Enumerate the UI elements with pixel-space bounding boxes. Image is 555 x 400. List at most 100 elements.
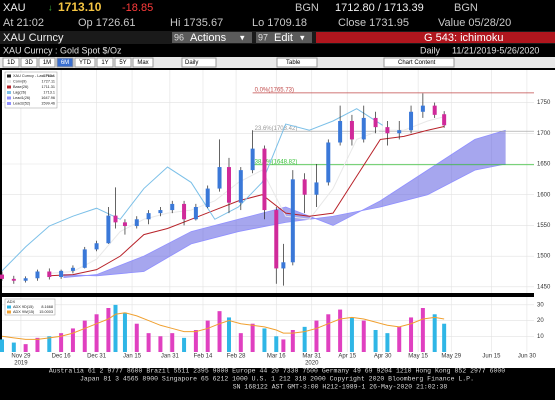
legend-swatch xyxy=(7,85,11,89)
candle-body xyxy=(326,142,331,183)
adx-bar xyxy=(262,328,267,352)
adx-bar xyxy=(217,311,222,352)
x-tick-label: Apr 15 xyxy=(338,354,356,360)
y-tick-label: 10 xyxy=(537,334,544,340)
legend-swatch xyxy=(7,91,11,94)
range-button[interactable] xyxy=(96,57,114,68)
range-button[interactable] xyxy=(74,57,96,68)
range-button[interactable] xyxy=(20,57,38,68)
x-tick-label: Apr 30 xyxy=(374,354,392,360)
table-button[interactable] xyxy=(276,57,318,68)
legend-value: 1711.31 xyxy=(42,85,55,89)
candle-body xyxy=(420,105,425,112)
table-label: Table xyxy=(286,60,301,66)
tick-arrow: ↓ xyxy=(48,2,53,12)
legend-swatch xyxy=(7,305,11,309)
adx-panel xyxy=(2,297,534,352)
edit-number: 97 xyxy=(258,32,268,42)
x-tick-label: Jun 15 xyxy=(482,354,501,360)
adx-line xyxy=(1,312,445,340)
candle-body xyxy=(182,203,187,220)
adx-bar xyxy=(397,326,402,352)
adx-bar xyxy=(314,320,319,352)
lead-line xyxy=(63,129,506,279)
candle-body xyxy=(146,213,151,220)
change: -18.85 xyxy=(122,2,153,14)
lead-line xyxy=(63,163,506,277)
fib-label: 38.2%(1648.82) xyxy=(255,159,298,165)
legend-value: 1713.1 xyxy=(43,74,55,78)
footer-line: Australia 61 2 9777 8600 Brazil 5511 239… xyxy=(49,368,505,375)
range-button-label: 6M xyxy=(61,60,69,66)
legend-value: 1599.46 xyxy=(41,102,55,106)
range-button-label: 5Y xyxy=(119,60,126,66)
candle-body xyxy=(106,215,111,244)
security-name: XAU Curncy : Gold Spot $/Oz xyxy=(3,45,122,55)
legend-swatch xyxy=(7,96,11,100)
range-buttons: 1D 3D 1M 6M YTD 1Y 5Y Max xyxy=(2,57,154,68)
y-tick-label: 1700 xyxy=(537,131,551,137)
adx-bar xyxy=(113,304,118,352)
x-tick-label: Feb 28 xyxy=(227,354,246,360)
edit-menu[interactable] xyxy=(256,32,312,43)
adx-bar xyxy=(59,333,64,352)
candle-body xyxy=(47,271,52,278)
chart-content-label: Chart Content xyxy=(398,60,436,66)
value-date: Value 05/28/20 xyxy=(438,17,511,29)
legend xyxy=(4,298,56,316)
x-tick-label: Jan 31 xyxy=(161,354,180,360)
dropdown-arrow: ▾ xyxy=(240,32,245,42)
x-tick-label: Dec 31 xyxy=(87,354,107,360)
period-select[interactable] xyxy=(181,57,217,68)
range-button[interactable] xyxy=(38,57,56,68)
indicator-line xyxy=(49,126,445,277)
candle-body xyxy=(59,270,64,278)
indicator-line xyxy=(49,116,445,274)
legend-name: XAU Curncy - Last Price xyxy=(13,74,54,78)
y-tick-label: 20 xyxy=(537,318,544,324)
legend-swatch xyxy=(7,102,11,105)
adx-bar xyxy=(70,328,75,352)
legend-name: Base(26) xyxy=(13,85,29,89)
range-button[interactable] xyxy=(114,57,132,68)
chart-content-button[interactable] xyxy=(383,57,455,68)
candle-body xyxy=(302,179,307,195)
x-tick-label: Mar 16 xyxy=(267,354,286,360)
adx-bar xyxy=(302,326,307,352)
source: BGN xyxy=(295,2,319,14)
actions-label: Actions xyxy=(190,32,227,44)
y-tick-label: 1500 xyxy=(537,254,551,260)
adx-bar xyxy=(23,344,28,352)
actions-menu[interactable] xyxy=(172,32,252,43)
legend-name: Lead1(26) xyxy=(13,96,31,100)
legend-name: ADX 9W(15) xyxy=(13,310,35,314)
ticker: XAU xyxy=(3,2,26,14)
candle-body xyxy=(385,127,390,134)
candle-body xyxy=(122,222,127,227)
range-button-label: YTD xyxy=(79,60,92,66)
adx-bar xyxy=(134,323,139,352)
source: BGN xyxy=(454,2,478,14)
legend-value: 15.0003 xyxy=(39,310,53,314)
candle-body xyxy=(70,267,75,271)
candle-body xyxy=(290,179,295,263)
x-tick-label: Feb 14 xyxy=(194,354,213,360)
candle-body xyxy=(250,148,255,171)
time: At 21:02 xyxy=(3,17,44,29)
range-button[interactable] xyxy=(56,57,74,68)
high: Hi 1735.67 xyxy=(170,17,223,29)
adx-bar xyxy=(338,309,343,352)
adx-bar xyxy=(349,317,354,352)
y-tick-label: 1650 xyxy=(537,162,551,168)
candle-body xyxy=(238,170,243,203)
adx-bar xyxy=(35,337,40,352)
adx-bar xyxy=(226,317,231,352)
legend-name: Lead2(52) xyxy=(13,102,31,106)
candle-body xyxy=(314,182,319,195)
candle-body xyxy=(158,210,163,214)
range-button[interactable] xyxy=(2,57,20,68)
candle-body xyxy=(11,278,16,281)
range-button[interactable] xyxy=(132,57,154,68)
adx-bar xyxy=(82,320,87,352)
